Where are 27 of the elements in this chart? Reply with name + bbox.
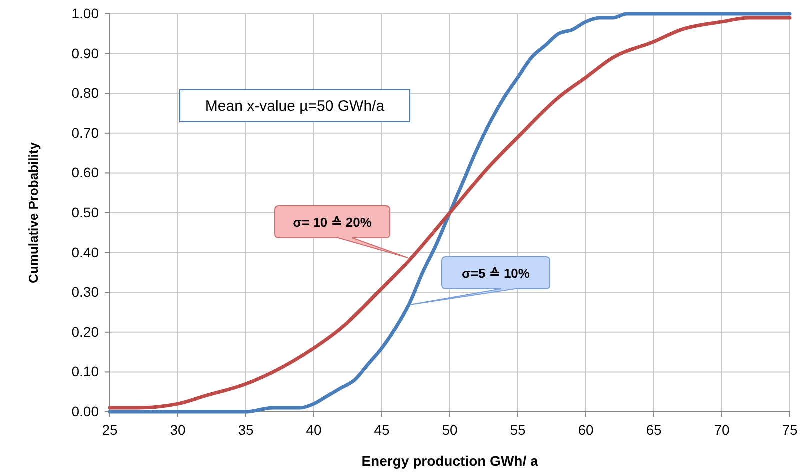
x-tick-label: 65 xyxy=(646,422,662,438)
y-tick-label: 0.20 xyxy=(72,324,100,340)
y-tick-label: 0.60 xyxy=(72,164,100,181)
y-tick-label: 0.10 xyxy=(72,364,100,380)
x-tick-label: 75 xyxy=(782,422,798,438)
x-tick-label: 55 xyxy=(510,422,526,438)
x-tick-label: 25 xyxy=(102,422,118,438)
y-axis-title: Cumulative Probability xyxy=(26,142,41,284)
annotation: σ= 10 ≙ 20% xyxy=(293,215,372,230)
x-tick-label: 40 xyxy=(306,422,322,438)
y-tick-label: 0.00 xyxy=(72,403,100,420)
y-tick-label: 0.70 xyxy=(72,124,100,141)
x-tick-label: 70 xyxy=(714,422,730,438)
x-tick-label: 60 xyxy=(578,422,594,438)
y-tick-label: 0.50 xyxy=(72,204,100,220)
x-tick-label: 50 xyxy=(442,422,458,438)
x-axis-title: Energy production GWh/ a xyxy=(362,453,538,469)
y-tick-label: 0.90 xyxy=(72,45,100,62)
annotation: Mean x-value µ=50 GWh/a xyxy=(205,98,386,115)
y-tick-label: 0.40 xyxy=(72,244,100,260)
x-tick-label: 45 xyxy=(374,422,390,438)
x-tick-label: 35 xyxy=(238,422,254,438)
y-tick-label: 1.00 xyxy=(72,5,100,22)
y-tick-label: 0.30 xyxy=(72,284,100,300)
annotation: σ=5 ≙ 10% xyxy=(462,266,530,281)
y-tick-label: 0.80 xyxy=(72,85,100,102)
x-tick-label: 30 xyxy=(170,422,186,438)
